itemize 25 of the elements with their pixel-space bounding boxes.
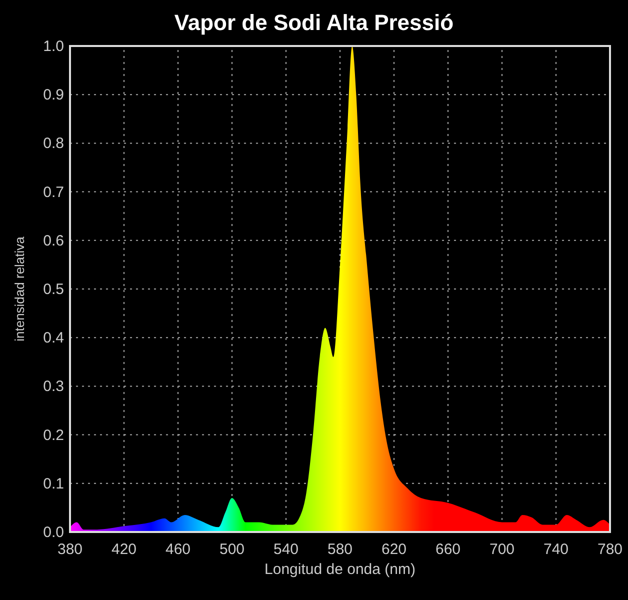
y-tick-label: 0.1 [43, 475, 64, 492]
y-tick-label: 0.3 [43, 378, 64, 396]
x-tick-label: 540 [273, 541, 299, 558]
x-tick-label: 500 [219, 541, 245, 558]
y-tick-label: 0.4 [43, 330, 64, 347]
y-tick-label: 0.8 [43, 135, 64, 152]
x-tick-label: 660 [435, 541, 461, 558]
x-tick-label: 740 [543, 541, 569, 558]
y-tick-label: 0.5 [43, 281, 64, 298]
x-tick-label: 460 [165, 541, 191, 558]
x-tick-label: 700 [489, 541, 515, 558]
y-tick-label: 0.2 [43, 426, 64, 444]
y-tick-label: 0.6 [43, 232, 64, 250]
y-tick-label: 1.0 [43, 38, 64, 55]
y-axis-title: intensidad relativa [12, 236, 27, 342]
x-tick-label: 380 [57, 541, 83, 558]
chart-title: Vapor de Sodi Alta Pressió [174, 10, 454, 35]
y-tick-label: 0.0 [43, 524, 64, 541]
x-tick-label: 780 [597, 541, 623, 558]
x-tick-label: 420 [111, 541, 137, 558]
y-tick-label: 0.7 [43, 184, 64, 201]
x-tick-label: 620 [381, 541, 407, 558]
x-tick-label: 580 [327, 541, 353, 558]
y-tick-label: 0.9 [43, 86, 64, 104]
x-axis-title: Longitud de onda (nm) [264, 561, 416, 578]
